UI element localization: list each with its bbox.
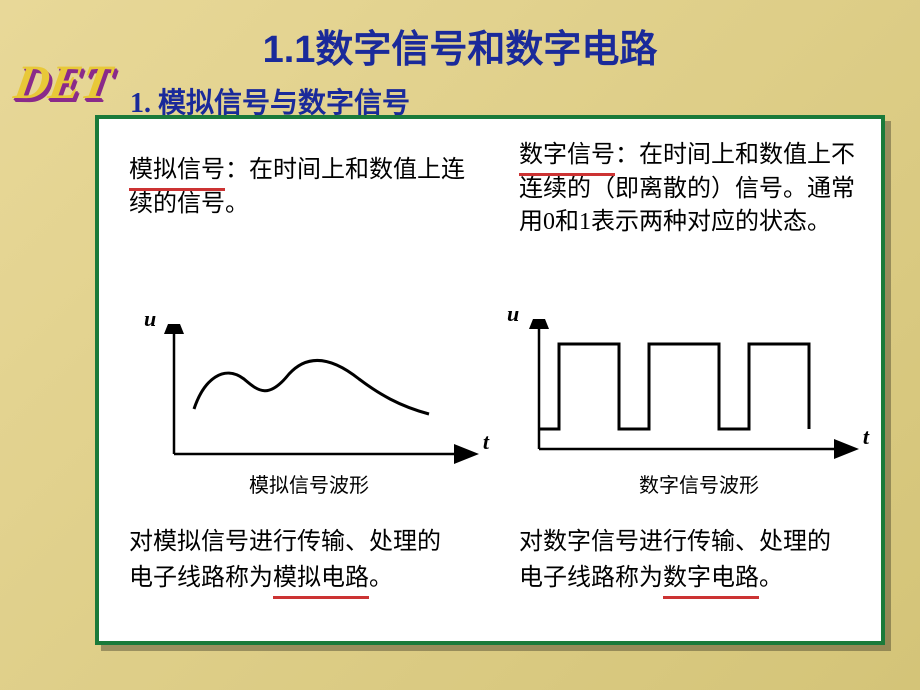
- analog-wave-svg: [149, 324, 479, 474]
- digital-keyword: 数字信号: [519, 139, 615, 173]
- analog-u-label: u: [144, 306, 156, 332]
- analog-t-label: t: [483, 429, 489, 455]
- main-title: 1.1数字信号和数字电路: [0, 0, 920, 73]
- digital-u-label: u: [507, 301, 519, 327]
- analog-caption: 模拟信号波形: [159, 469, 459, 498]
- digital-circuit-kw: 数字电路: [663, 560, 759, 596]
- content-box: 模拟信号：在时间上和数值上连续的信号。 数字信号：在时间上和数值上不连续的（即离…: [95, 115, 885, 645]
- analog-definition: 模拟信号：在时间上和数值上连续的信号。: [129, 154, 469, 221]
- analog-bottom-end: 。: [369, 565, 393, 591]
- det-logo: DET: [10, 55, 116, 110]
- digital-bottom: 对数字信号进行传输、处理的电子线路称为数字电路。: [519, 524, 849, 596]
- analog-bottom: 对模拟信号进行传输、处理的电子线路称为模拟电路。: [129, 524, 459, 596]
- digital-wave-svg: [529, 319, 859, 469]
- analog-circuit-kw: 模拟电路: [273, 560, 369, 596]
- digital-bottom-end: 。: [759, 565, 783, 591]
- digital-definition: 数字信号：在时间上和数值上不连续的（即离散的）信号。通常用0和1表示两种对应的状…: [519, 139, 869, 240]
- analog-keyword: 模拟信号: [129, 154, 225, 188]
- digital-caption: 数字信号波形: [549, 469, 849, 498]
- digital-t-label: t: [863, 424, 869, 450]
